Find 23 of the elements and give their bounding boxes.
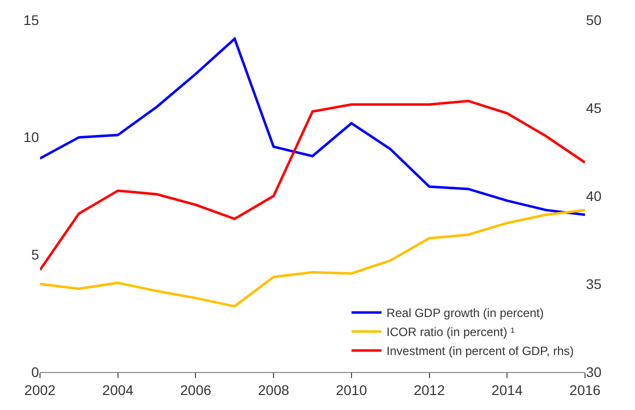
x-tick-label: 2006 — [180, 382, 212, 398]
line-series — [40, 208, 585, 308]
x-tick-label: 2010 — [336, 382, 368, 398]
x-tick-label: 2008 — [258, 382, 290, 398]
line-series — [40, 100, 585, 272]
y-tick-label: 0 — [31, 364, 40, 380]
y2-tick-label: 45 — [586, 100, 602, 116]
y2-tick-label: 40 — [586, 188, 602, 204]
legend-label: ICOR ratio (in percent) ¹ — [386, 325, 515, 340]
x-tick-label: 2016 — [569, 382, 601, 398]
x-tick-label: 2014 — [492, 382, 523, 398]
x-tick-label: 2002 — [24, 382, 56, 398]
y-tick-label: 10 — [23, 129, 40, 146]
y2-tick-label: 30 — [586, 364, 602, 380]
y-tick-label: 15 — [23, 12, 40, 28]
y2-tick-label: 50 — [586, 12, 602, 28]
line-series — [40, 38, 585, 216]
legend-label: Real GDP growth (in percent) — [386, 306, 544, 320]
x-tick-label: 2004 — [102, 382, 134, 398]
x-tick-label: 2012 — [414, 382, 446, 398]
y-tick-label: 5 — [31, 246, 40, 263]
legend-label: Investment (in percent of GDP, rhs) — [386, 344, 574, 358]
y2-tick-label: 35 — [586, 276, 602, 292]
